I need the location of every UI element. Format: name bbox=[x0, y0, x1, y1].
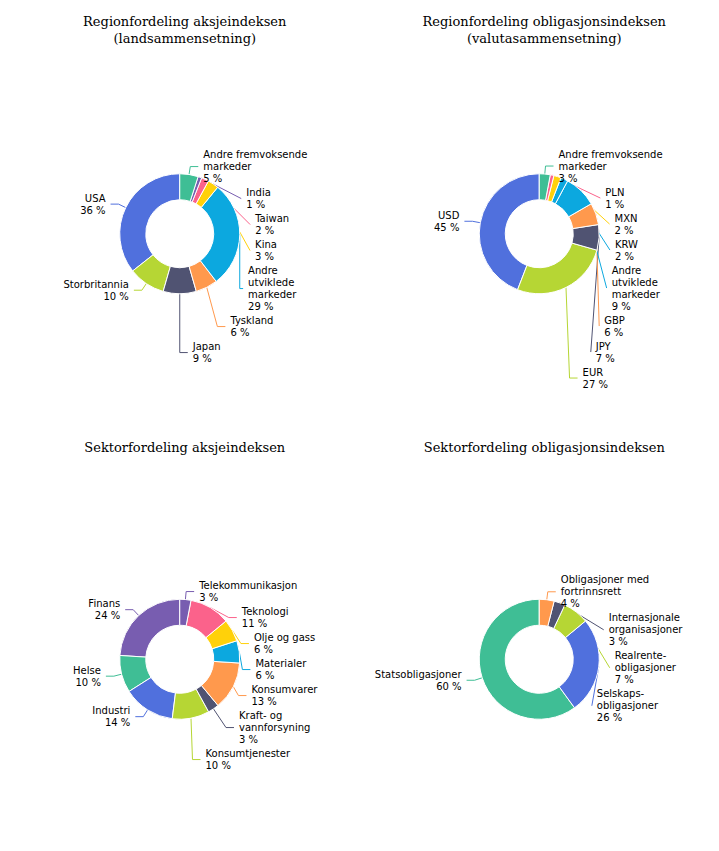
svg-text:GBP: GBP bbox=[604, 315, 625, 326]
svg-text:5 %: 5 % bbox=[203, 173, 222, 184]
svg-text:Andre fremvoksende: Andre fremvoksende bbox=[203, 149, 307, 160]
svg-text:USD: USD bbox=[438, 210, 460, 221]
svg-text:Olje og gass: Olje og gass bbox=[254, 632, 315, 643]
svg-text:India: India bbox=[246, 187, 271, 198]
svg-text:Obligasjoner med: Obligasjoner med bbox=[561, 574, 649, 585]
svg-text:9 %: 9 % bbox=[193, 353, 212, 364]
svg-text:Andre: Andre bbox=[612, 265, 642, 276]
svg-text:Storbritannia: Storbritannia bbox=[63, 279, 128, 290]
svg-text:2 %: 2 % bbox=[615, 225, 634, 236]
svg-text:Regionfordeling obligasjonsind: Regionfordeling obligasjonsindeksen bbox=[423, 14, 667, 29]
svg-text:markeder: markeder bbox=[559, 161, 608, 172]
svg-text:Realrente-: Realrente- bbox=[615, 650, 667, 661]
svg-text:Kraft- og: Kraft- og bbox=[239, 710, 282, 721]
svg-text:7 %: 7 % bbox=[596, 353, 615, 364]
svg-text:Tyskland: Tyskland bbox=[229, 315, 273, 326]
svg-text:PLN: PLN bbox=[605, 187, 624, 198]
svg-text:10 %: 10 % bbox=[205, 760, 230, 771]
svg-text:2 %: 2 % bbox=[255, 225, 274, 236]
svg-text:6 %: 6 % bbox=[230, 327, 249, 338]
svg-text:Andre: Andre bbox=[248, 265, 278, 276]
svg-text:6 %: 6 % bbox=[604, 327, 623, 338]
svg-text:JPY: JPY bbox=[595, 341, 612, 352]
svg-text:Finans: Finans bbox=[88, 598, 120, 609]
svg-text:EUR: EUR bbox=[583, 367, 604, 378]
svg-text:Industri: Industri bbox=[92, 705, 130, 716]
svg-text:11 %: 11 % bbox=[242, 618, 267, 629]
svg-text:markeder: markeder bbox=[203, 161, 252, 172]
svg-text:markeder: markeder bbox=[248, 289, 297, 300]
svg-text:26 %: 26 % bbox=[597, 712, 622, 723]
svg-text:Konsumvarer: Konsumvarer bbox=[251, 684, 318, 695]
svg-text:60 %: 60 % bbox=[436, 681, 461, 692]
svg-text:6 %: 6 % bbox=[254, 644, 273, 655]
svg-text:Sektorfordeling obligasjonsind: Sektorfordeling obligasjonsindeksen bbox=[424, 440, 666, 455]
svg-text:45 %: 45 % bbox=[434, 222, 459, 233]
svg-text:Internasjonale: Internasjonale bbox=[609, 612, 680, 623]
svg-text:Teknologi: Teknologi bbox=[241, 606, 289, 617]
svg-text:4 %: 4 % bbox=[561, 598, 580, 609]
svg-text:10 %: 10 % bbox=[75, 677, 100, 688]
svg-text:MXN: MXN bbox=[615, 213, 638, 224]
svg-text:3 %: 3 % bbox=[255, 251, 274, 262]
svg-text:1 %: 1 % bbox=[605, 199, 624, 210]
svg-text:7 %: 7 % bbox=[615, 674, 634, 685]
svg-text:9 %: 9 % bbox=[612, 301, 631, 312]
svg-text:Konsumtjenester: Konsumtjenester bbox=[205, 748, 290, 759]
svg-text:Japan: Japan bbox=[192, 341, 221, 352]
svg-text:3 %: 3 % bbox=[239, 734, 258, 745]
svg-text:3 %: 3 % bbox=[609, 636, 628, 647]
svg-text:vannforsyning: vannforsyning bbox=[239, 722, 310, 733]
svg-text:Telekommunikasjon: Telekommunikasjon bbox=[198, 580, 297, 591]
svg-text:obligasjoner: obligasjoner bbox=[615, 662, 677, 673]
svg-text:organisasjoner: organisasjoner bbox=[609, 624, 684, 635]
svg-text:6 %: 6 % bbox=[255, 670, 274, 681]
svg-text:USA: USA bbox=[85, 193, 106, 204]
svg-text:2 %: 2 % bbox=[615, 251, 634, 262]
svg-text:14 %: 14 % bbox=[105, 717, 130, 728]
svg-text:29 %: 29 % bbox=[248, 301, 273, 312]
svg-text:13 %: 13 % bbox=[251, 696, 276, 707]
svg-text:(valutasammensetning): (valutasammensetning) bbox=[467, 31, 622, 46]
svg-text:3 %: 3 % bbox=[559, 173, 578, 184]
svg-text:24 %: 24 % bbox=[95, 610, 120, 621]
svg-text:27 %: 27 % bbox=[583, 379, 608, 390]
svg-text:obligasjoner: obligasjoner bbox=[597, 700, 659, 711]
svg-text:utviklede: utviklede bbox=[248, 277, 294, 288]
svg-text:10 %: 10 % bbox=[103, 291, 128, 302]
svg-text:Selskaps-: Selskaps- bbox=[597, 688, 645, 699]
svg-text:utviklede: utviklede bbox=[612, 277, 658, 288]
svg-text:Helse: Helse bbox=[73, 665, 101, 676]
svg-text:3 %: 3 % bbox=[199, 592, 218, 603]
svg-text:Kina: Kina bbox=[255, 239, 277, 250]
svg-text:Regionfordeling aksjeindeksen: Regionfordeling aksjeindeksen bbox=[83, 14, 287, 29]
svg-text:(landsammensetning): (landsammensetning) bbox=[113, 31, 256, 46]
svg-text:markeder: markeder bbox=[612, 289, 661, 300]
svg-text:36 %: 36 % bbox=[80, 205, 105, 216]
svg-text:Sektorfordeling aksjeindeksen: Sektorfordeling aksjeindeksen bbox=[84, 440, 286, 455]
svg-text:KRW: KRW bbox=[615, 239, 638, 250]
svg-text:Andre fremvoksende: Andre fremvoksende bbox=[559, 149, 663, 160]
svg-text:Taiwan: Taiwan bbox=[254, 213, 289, 224]
svg-text:Statsobligasjoner: Statsobligasjoner bbox=[375, 669, 463, 680]
svg-text:1 %: 1 % bbox=[246, 199, 265, 210]
svg-text:Materialer: Materialer bbox=[255, 658, 307, 669]
svg-text:fortrinnsrett: fortrinnsrett bbox=[561, 586, 621, 597]
